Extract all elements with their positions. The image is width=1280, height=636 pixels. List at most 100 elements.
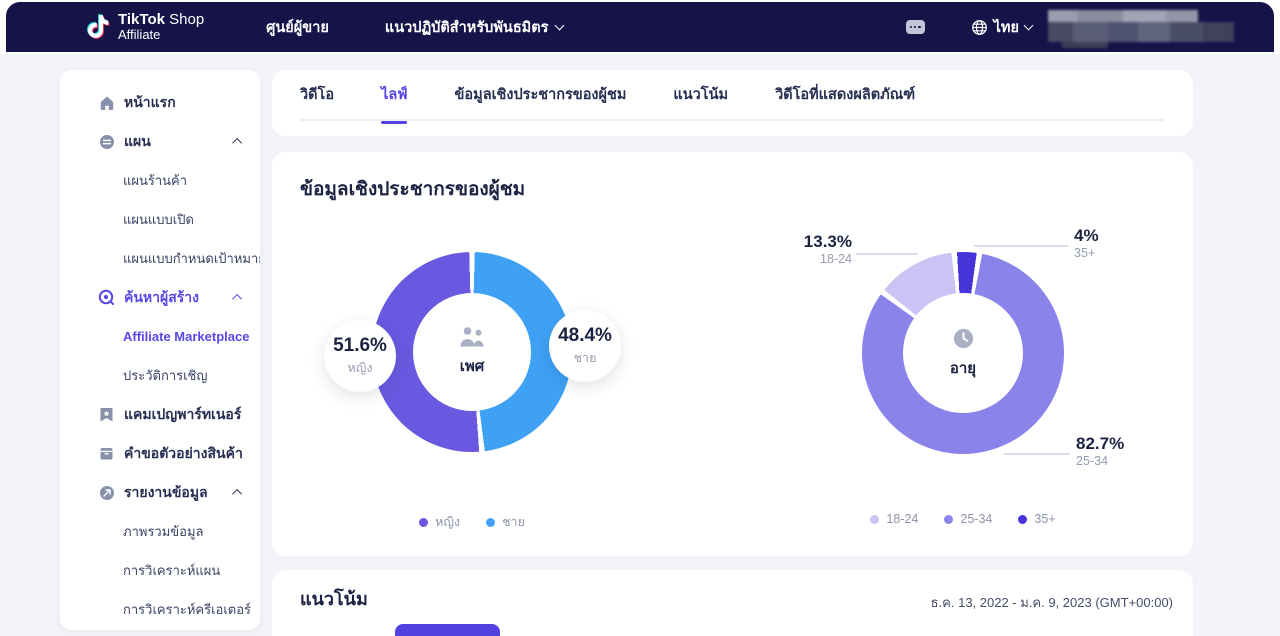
brand-text: TikTok Shop Affiliate (118, 12, 204, 41)
sidebar-item-label: แคมเปญพาร์ทเนอร์ (124, 405, 242, 422)
trends-title: แนวโน้ม (300, 589, 368, 609)
age-35plus-label: 35+ (1074, 245, 1096, 260)
legend-label: ชาย (502, 515, 525, 529)
sidebar-item-find-creators[interactable]: ค้นหาผู้สร้าง (60, 278, 260, 317)
sidebar-subitem-invitation-history[interactable]: ประวัติการเชิญ (60, 356, 260, 395)
sidebar-item-data-reports[interactable]: รายงานข้อมูล (60, 473, 260, 512)
legend-dot (419, 517, 429, 527)
sidebar-item-label: ภาพรวมข้อมูล (123, 524, 204, 539)
leader-line (1004, 453, 1070, 455)
brand-logo[interactable]: TikTok Shop Affiliate (88, 12, 204, 41)
sidebar-item-home[interactable]: หน้าแรก (60, 83, 260, 122)
chevron-up-icon (232, 293, 243, 304)
sidebar-item-label: ค้นหาผู้สร้าง (124, 288, 199, 305)
legend-item-25-34[interactable]: 25-34 (944, 512, 992, 526)
sidebar-item-label: ประวัติการเชิญ (123, 368, 208, 383)
tab-live[interactable]: ไลฟ์ (381, 83, 407, 106)
badge-icon (98, 406, 115, 423)
sidebar-item-partner-campaign[interactable]: แคมเปญพาร์ทเนอร์ (60, 395, 260, 434)
sidebar-item-sample-request[interactable]: คำขอตัวอย่างสินค้า (60, 434, 260, 473)
language-selector[interactable]: ไทย (971, 16, 1034, 39)
age-35plus-percent: 4% (1074, 226, 1099, 245)
gender-donut-chart[interactable]: เพศ (372, 252, 572, 452)
legend-label: หญิง (435, 515, 461, 529)
globe-icon (971, 19, 987, 35)
male-percent: 48.4% (558, 324, 612, 346)
redacted-block (1048, 22, 1234, 42)
chevron-down-icon (1023, 20, 1034, 31)
sidebar: หน้าแรก แผน แผนร้านค้า แผนแบบเปิด แผนแบบ… (60, 70, 260, 630)
sidebar-item-label: แผนแบบกำหนดเป้าหมาย (123, 251, 260, 266)
female-label: หญิง (347, 360, 373, 375)
nav-item-partner-guidelines[interactable]: แนวปฏิบัติสำหรับพันธมิตร (385, 16, 565, 39)
age-donut-center: อายุ (903, 293, 1023, 413)
chevron-up-icon (232, 488, 243, 499)
top-nav: TikTok Shop Affiliate ศูนย์ผู้ขาย แนวปฏิ… (6, 2, 1274, 52)
brand-name-rest: Shop (164, 11, 205, 29)
age-18-24-callout: 13.3% 18-24 (772, 232, 852, 266)
report-icon (98, 484, 115, 501)
tab-audience-demographics[interactable]: ข้อมูลเชิงประชากรของผู้ชม (454, 87, 627, 103)
gender-male-callout: 48.4% ชาย (549, 310, 621, 382)
chevron-up-icon (232, 137, 243, 148)
sidebar-subitem-data-overview[interactable]: ภาพรวมข้อมูล (60, 512, 260, 551)
redacted-user-info (1048, 7, 1234, 48)
legend-item-18-24[interactable]: 18-24 (870, 512, 918, 526)
tab-trends[interactable]: แนวโน้ม (673, 87, 729, 103)
sidebar-subitem-plan-analytics[interactable]: การวิเคราะห์แผน (60, 551, 260, 590)
demographics-card: ข้อมูลเชิงประชากรของผู้ชม เพศ 51.6% หญิง… (272, 152, 1193, 556)
sidebar-item-label: แผนร้านค้า (123, 173, 188, 188)
demographics-title: ข้อมูลเชิงประชากรของผู้ชม (300, 179, 526, 200)
sidebar-subitem-open-plan[interactable]: แผนแบบเปิด (60, 200, 260, 239)
legend-item-female[interactable]: หญิง (419, 512, 460, 532)
redacted-block (1048, 10, 1198, 22)
tabs-card: วิดีโอ ไลฟ์ ข้อมูลเชิงประชากรของผู้ชม แน… (272, 70, 1193, 136)
leader-line (974, 245, 1068, 247)
tab-product-videos[interactable]: วิดีโอที่แสดงผลิตภัณฑ์ (775, 87, 916, 103)
leader-line (856, 253, 918, 255)
legend-item-male[interactable]: ชาย (486, 512, 525, 532)
box-icon (98, 445, 115, 462)
legend-dot (1018, 514, 1028, 524)
trends-card: แนวโน้ม ธ.ค. 13, 2022 - ม.ค. 9, 2023 (GM… (272, 570, 1193, 636)
tab-video[interactable]: วิดีโอ (300, 87, 335, 103)
sidebar-item-label: การวิเคราะห์แผน (123, 563, 221, 578)
legend-label: 18-24 (886, 512, 919, 526)
sidebar-item-label: แผนแบบเปิด (123, 212, 194, 227)
date-range[interactable]: ธ.ค. 13, 2022 - ม.ค. 9, 2023 (GMT+00:00) (930, 595, 1173, 610)
sidebar-subitem-targeted-plan[interactable]: แผนแบบกำหนดเป้าหมาย (60, 239, 260, 278)
sidebar-subitem-creator-analytics[interactable]: การวิเคราะห์ครีเอเตอร์ (60, 590, 260, 629)
gender-icon (460, 327, 484, 347)
trend-metric-button[interactable] (395, 624, 500, 636)
messages-icon[interactable] (905, 20, 925, 34)
sidebar-item-label: หน้าแรก (124, 93, 176, 110)
legend-label: 35+ (1034, 512, 1056, 526)
gender-donut-center: เพศ (413, 293, 531, 411)
sidebar-subitem-shop-plan[interactable]: แผนร้านค้า (60, 161, 260, 200)
legend-item-35plus[interactable]: 35+ (1018, 512, 1056, 526)
home-icon (98, 94, 115, 111)
sidebar-item-plans[interactable]: แผน (60, 122, 260, 161)
sidebar-subitem-affiliate-marketplace[interactable]: Affiliate Marketplace (60, 317, 260, 356)
age-donut-label: อายุ (949, 359, 977, 377)
sidebar-item-label: แผน (124, 132, 151, 149)
age-25-34-callout: 82.7% 25-34 (1076, 434, 1124, 468)
gender-donut-label: เพศ (459, 358, 485, 375)
clock-icon (953, 328, 973, 348)
tab-bar: วิดีโอ ไลฟ์ ข้อมูลเชิงประชากรของผู้ชม แน… (300, 70, 1165, 121)
age-donut-chart[interactable]: อายุ (862, 252, 1064, 454)
plan-icon (98, 133, 115, 150)
legend-dot (486, 517, 496, 527)
tiktok-note-icon (88, 15, 109, 39)
sidebar-item-label: Affiliate Marketplace (123, 329, 250, 344)
nav-item-seller-center[interactable]: ศูนย์ผู้ขาย (266, 16, 329, 39)
nav-item-label: ศูนย์ผู้ขาย (266, 19, 329, 36)
sidebar-item-label: รายงานข้อมูล (124, 483, 208, 500)
legend-dot (944, 514, 954, 524)
sidebar-item-label: คำขอตัวอย่างสินค้า (124, 444, 243, 461)
brand-name-bold: TikTok (118, 11, 165, 29)
gender-legend: หญิง ชาย (272, 512, 672, 532)
age-18-24-percent: 13.3% (803, 232, 852, 251)
age-35plus-callout: 4% 35+ (1074, 226, 1099, 260)
